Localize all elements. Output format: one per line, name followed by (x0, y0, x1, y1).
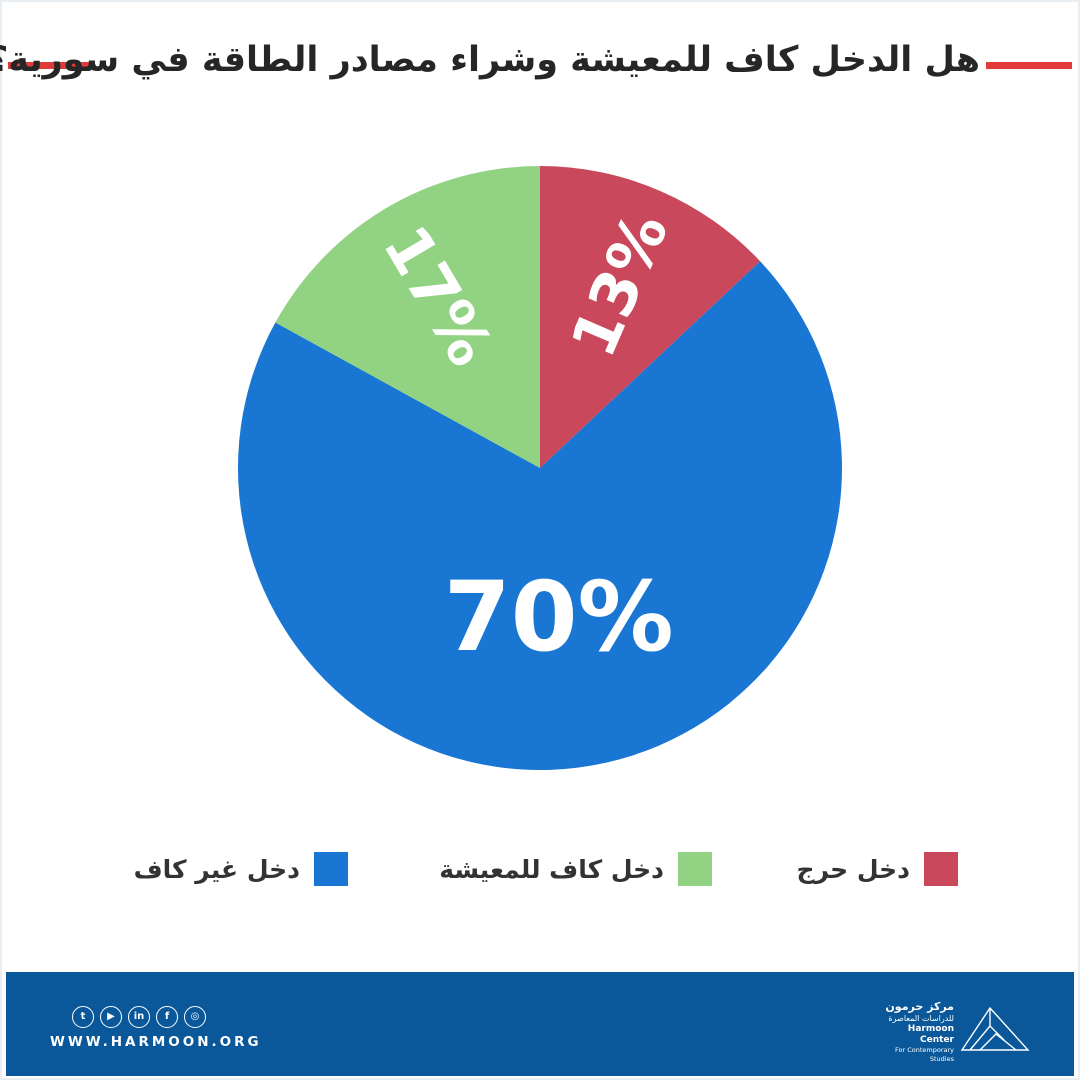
linkedin-icon[interactable]: in (128, 1006, 150, 1028)
legend: دخل حرج دخل كاف للمعيشة دخل غير كاف (0, 850, 1080, 890)
legend-label-critical: دخل حرج (796, 855, 910, 884)
logo-arabic-subtitle: للدراسات المعاصرة (888, 1014, 954, 1023)
twitter-icon[interactable]: t (72, 1006, 94, 1028)
logo-text: مركز حرمون للدراسات المعاصرة Harmoon Cen… (880, 1000, 954, 1064)
footer: t ▶ in f ◎ WWW.HARMOON.ORG مركز حرمون لل… (6, 972, 1074, 1076)
title-bar: هل الدخل كاف للمعيشة وشراء مصادر الطاقة … (0, 38, 1080, 94)
website-link[interactable]: WWW.HARMOON.ORG (50, 1034, 262, 1050)
mountain-logo-icon (960, 1006, 1030, 1051)
logo-english-subtitle: For Contemporary Studies (894, 1046, 954, 1063)
pie-slice-insufficient (238, 261, 843, 770)
logo-arabic-name: مركز حرمون (885, 1000, 954, 1013)
legend-item-sufficient: دخل كاف للمعيشة (412, 850, 712, 890)
legend-label-insufficient: دخل غير كاف (133, 855, 300, 884)
pie-slice-critical (540, 166, 761, 468)
legend-swatch-sufficient (678, 852, 712, 886)
legend-item-critical: دخل حرج (658, 850, 958, 890)
harmoon-logo: مركز حرمون للدراسات المعاصرة Harmoon Cen… (880, 1000, 1030, 1063)
youtube-icon[interactable]: ▶ (100, 1006, 122, 1028)
legend-swatch-critical (924, 852, 958, 886)
logo-english-name: Harmoon Center (907, 1024, 954, 1045)
title-rule-left (8, 62, 94, 69)
title-rule-right (986, 62, 1072, 69)
legend-label-sufficient: دخل كاف للمعيشة (439, 855, 664, 884)
chart-title: هل الدخل كاف للمعيشة وشراء مصادر الطاقة … (0, 40, 980, 80)
pie-slice-sufficient (275, 165, 540, 468)
legend-item-insufficient: دخل غير كاف (48, 850, 348, 890)
instagram-icon[interactable]: ◎ (184, 1006, 206, 1028)
legend-swatch-insufficient (314, 852, 348, 886)
pie-label-insufficient: 70% (444, 561, 674, 673)
facebook-icon[interactable]: f (156, 1006, 178, 1028)
